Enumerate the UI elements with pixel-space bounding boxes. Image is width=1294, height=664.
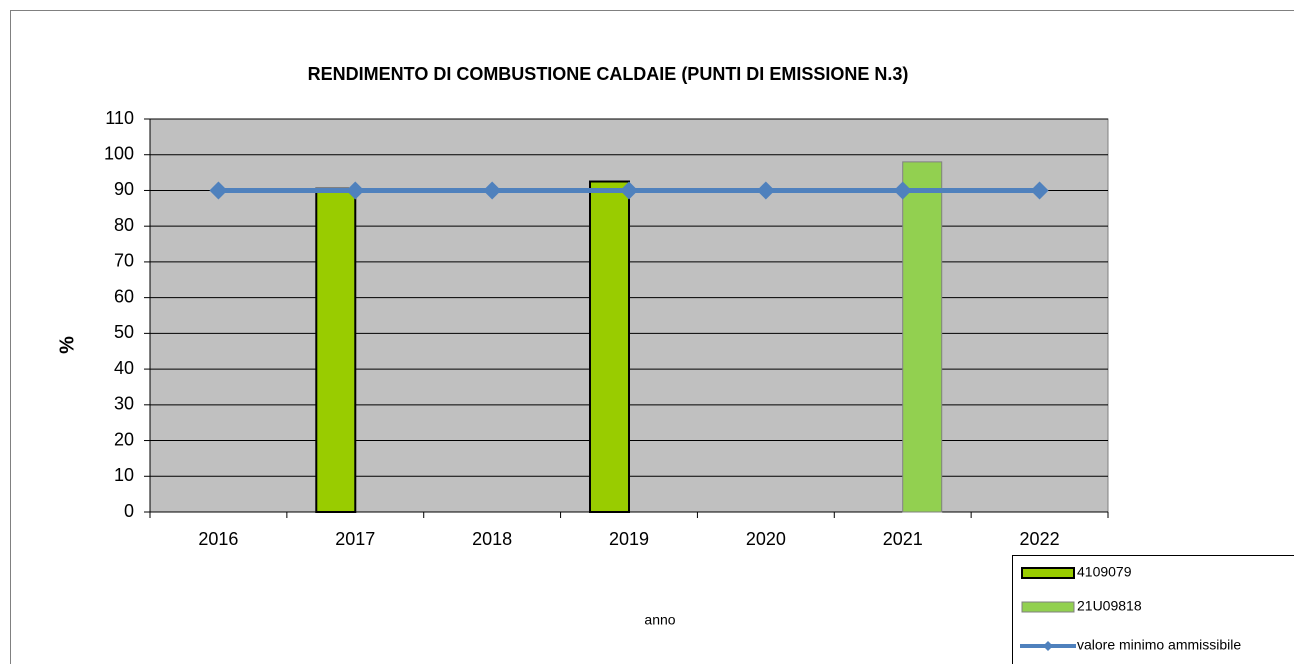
- legend-marker: [1043, 641, 1053, 651]
- x-tick-label: 2016: [198, 529, 238, 549]
- x-axis-label: anno: [644, 612, 675, 628]
- x-tick-label: 2020: [746, 529, 786, 549]
- y-tick-label: 100: [104, 143, 134, 163]
- line-marker: [893, 181, 912, 200]
- legend-label: 21U09818: [1077, 598, 1142, 614]
- bar: [315, 187, 357, 513]
- y-tick-label: 90: [114, 179, 134, 199]
- line-marker: [1030, 181, 1049, 200]
- y-axis-label: %: [56, 336, 78, 354]
- line-marker: [620, 181, 638, 200]
- y-tick-label: 110: [105, 108, 134, 128]
- x-tick-label: 2019: [609, 529, 649, 549]
- y-tick-label: 40: [114, 358, 134, 378]
- x-tick-label: 2021: [883, 529, 923, 549]
- legend-swatch: [1021, 567, 1075, 579]
- x-tick-label: 2022: [1020, 529, 1060, 549]
- line-marker: [483, 181, 502, 200]
- chart-title: RENDIMENTO DI COMBUSTIONE CALDAIE (PUNTI…: [308, 64, 909, 84]
- y-tick-label: 30: [114, 394, 134, 414]
- y-tick-label: 50: [114, 322, 134, 342]
- bar: [589, 180, 630, 513]
- y-tick-label: 80: [114, 215, 134, 235]
- legend-swatch: [1021, 601, 1075, 613]
- bar: [902, 161, 943, 513]
- legend-label: valore minimo ammissibile: [1077, 637, 1241, 653]
- line-marker: [346, 181, 365, 200]
- line-marker: [756, 181, 775, 200]
- y-tick-label: 0: [124, 501, 134, 521]
- legend-label: 4109079: [1077, 564, 1132, 580]
- y-tick-label: 10: [114, 465, 134, 485]
- y-tick-label: 20: [114, 429, 134, 449]
- line-marker: [209, 181, 228, 200]
- x-tick-label: 2017: [335, 529, 375, 549]
- x-tick-label: 2018: [472, 529, 512, 549]
- y-tick-label: 70: [114, 251, 134, 271]
- y-tick-label: 60: [114, 286, 134, 306]
